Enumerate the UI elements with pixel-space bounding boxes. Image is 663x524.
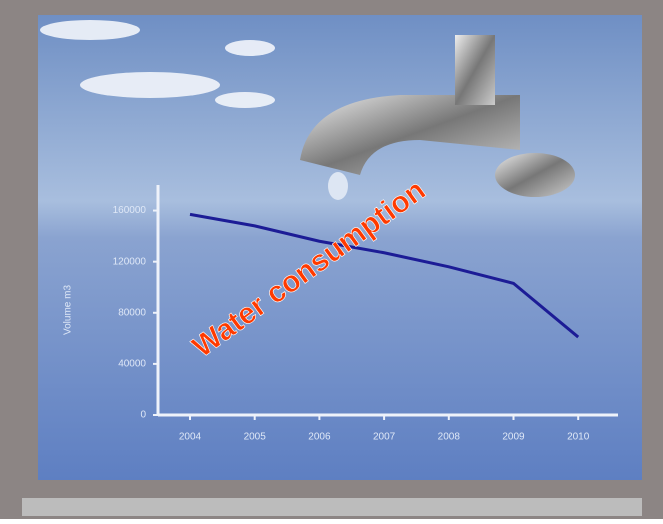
x-tick-label: 2005 xyxy=(244,432,267,443)
y-tick-label: 40000 xyxy=(118,359,146,370)
x-tick-label: 2010 xyxy=(567,432,590,443)
x-tick-label: 2007 xyxy=(373,432,396,443)
clouds xyxy=(40,20,275,108)
x-tick-label: 2009 xyxy=(502,432,525,443)
shadow xyxy=(22,498,642,516)
y-tick-label: 0 xyxy=(140,410,146,421)
x-tick-label: 2006 xyxy=(308,432,331,443)
x-tick-label: 2004 xyxy=(179,432,202,443)
line xyxy=(189,212,580,339)
faucet xyxy=(300,35,575,200)
y-tick-label: 80000 xyxy=(118,307,146,318)
y-tick-label: 160000 xyxy=(113,205,147,216)
y-axis-label: Volume m3 xyxy=(63,285,74,335)
y-tick-label: 120000 xyxy=(113,256,147,267)
x-tick-label: 2008 xyxy=(438,432,461,443)
